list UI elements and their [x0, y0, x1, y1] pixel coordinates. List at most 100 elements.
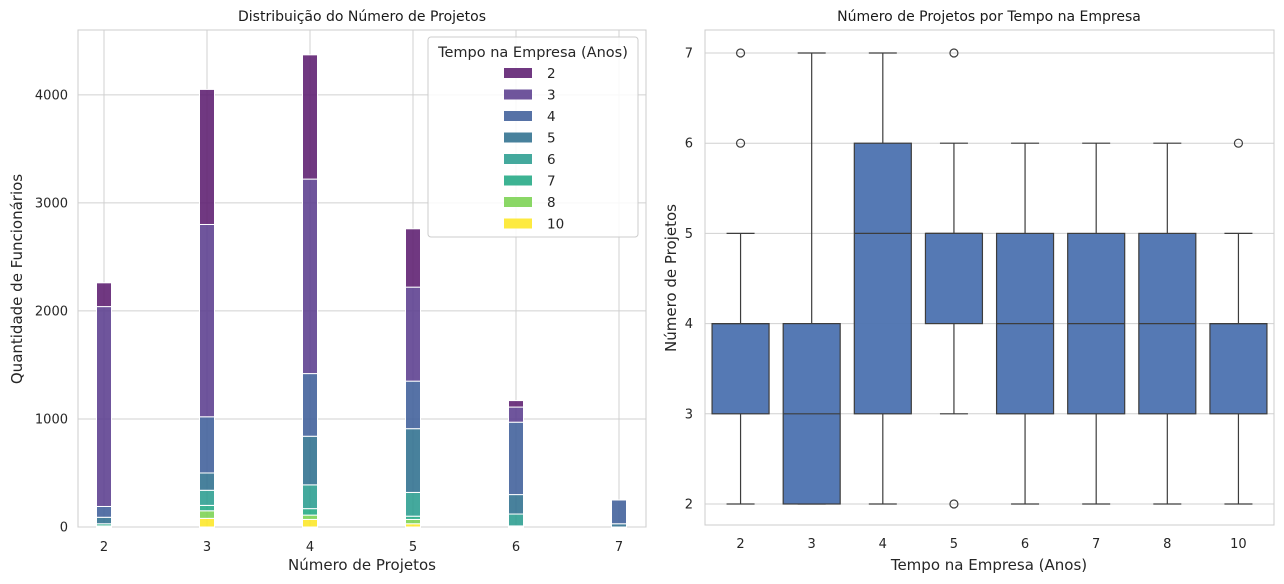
- left-y-tick-label: 4000: [35, 88, 68, 103]
- left-x-tick-label: 4: [306, 540, 314, 555]
- left-x-tick-label: 7: [615, 540, 623, 555]
- bar-segment-5-anos: [405, 428, 421, 493]
- bar-segment-6-anos: [508, 513, 524, 527]
- outlier-point: [949, 48, 959, 58]
- legend-swatch-4: [504, 111, 532, 121]
- right-y-tick-label: 6: [685, 137, 693, 152]
- bar-segment-2-anos: [96, 282, 112, 308]
- right-x-tick-label: 3: [808, 537, 816, 552]
- bar-segment-3-anos: [302, 178, 318, 375]
- outlier-point: [1233, 138, 1244, 148]
- right-x-tick-label: 4: [879, 537, 887, 552]
- legend-swatch-3: [504, 89, 532, 100]
- bar-segment-2-anos: [405, 228, 421, 288]
- box-iqr: [853, 142, 912, 415]
- bar-segment-6-anos: [302, 484, 318, 510]
- left-y-axis-label: Quantidade de Funcionários: [8, 174, 26, 384]
- legend-label-6: 6: [547, 152, 556, 168]
- box-iqr: [924, 232, 984, 325]
- left-y-ticks: 0 1000 2000 3000 4000: [35, 88, 68, 535]
- bar-segment-4-anos: [611, 499, 627, 525]
- bar-segment-2-anos: [199, 88, 215, 225]
- bar-segment-4-anos: [508, 421, 524, 496]
- box-3-anos: [782, 52, 841, 505]
- left-y-tick-label: 3000: [35, 196, 68, 211]
- box-7-anos: [1067, 142, 1126, 505]
- bar-segment-6-anos: [199, 489, 215, 506]
- right-x-tick-label: 8: [1163, 537, 1171, 552]
- legend-swatch-6: [504, 154, 532, 164]
- right-x-tick-label: 2: [736, 537, 744, 552]
- left-x-tick-label: 2: [100, 540, 108, 555]
- box-iqr: [711, 323, 770, 415]
- legend-label-2: 2: [547, 66, 556, 82]
- right-y-tick-label: 5: [685, 227, 693, 242]
- bar-segment-5-anos: [508, 494, 524, 515]
- left-bars: [96, 54, 627, 528]
- legend-label-5: 5: [547, 131, 556, 147]
- legend-items: 2 3 4 5 6 7 8 10: [504, 66, 564, 233]
- bar-segment-10-anos: [199, 517, 215, 528]
- right-boxplot-chart: 2 3 4 5 6 7 2 3 4 5 6 7 8 10 Número de Projetos por …: [662, 9, 1275, 574]
- legend-swatch-10: [504, 218, 532, 229]
- left-x-axis-label: Número de Projetos: [288, 556, 436, 574]
- right-y-ticks: 2 3 4 5 6 7: [685, 47, 693, 513]
- bar-segment-4-anos: [199, 416, 215, 474]
- legend-swatch-2: [504, 68, 532, 78]
- bar-segment-8-anos: [405, 518, 421, 525]
- right-y-axis-label: Número de Projetos: [662, 204, 680, 352]
- bar-segment-5-anos: [96, 516, 112, 525]
- box-iqr: [1209, 323, 1268, 415]
- bar-segment-3-anos: [199, 223, 215, 418]
- bar-segment-5-anos: [302, 435, 318, 486]
- box-6-anos: [995, 142, 1055, 505]
- bar-segment-3-anos: [508, 406, 524, 423]
- bar-segment-3-anos: [96, 306, 112, 507]
- bar-segment-2-anos: [302, 54, 318, 180]
- box-8-anos: [1138, 142, 1197, 505]
- left-histogram-chart: 0 1000 2000 3000 4000 2 3 4 5 6 7 Distribuição do…: [8, 9, 647, 574]
- bar-segment-5-anos: [199, 472, 215, 491]
- right-x-tick-label: 7: [1092, 537, 1100, 552]
- right-y-tick-label: 7: [685, 47, 693, 62]
- outlier-point: [735, 48, 746, 58]
- legend-swatch-7: [504, 175, 532, 186]
- box-5-anos: [924, 48, 984, 509]
- bar-segment-6-anos: [405, 491, 421, 517]
- bar-segment-8-anos: [199, 510, 215, 519]
- right-x-tick-label: 5: [950, 537, 958, 552]
- right-y-tick-label: 4: [685, 317, 693, 332]
- right-y-tick-label: 3: [685, 407, 693, 422]
- left-chart-title: Distribuição do Número de Projetos: [238, 9, 486, 25]
- bar-segment-8-anos: [302, 514, 318, 520]
- bar-segment-3-anos: [405, 286, 421, 382]
- bar-segment-4-anos: [405, 380, 421, 430]
- right-x-ticks: 2 3 4 5 6 7 8 10: [736, 537, 1246, 552]
- legend-title: Tempo na Empresa (Anos): [437, 45, 628, 61]
- right-x-axis-label: Tempo na Empresa (Anos): [890, 556, 1087, 574]
- legend: Tempo na Empresa (Anos) 2 3 4 5 6 7 8 10: [427, 36, 639, 238]
- box-4-anos: [853, 52, 912, 505]
- left-y-tick-label: 1000: [35, 412, 68, 427]
- bar-segment-7-anos: [199, 504, 215, 512]
- bar-segment-4-anos: [96, 505, 112, 518]
- legend-box: [427, 36, 639, 238]
- legend-swatch-8: [504, 197, 532, 207]
- box-10-anos: [1209, 138, 1268, 505]
- bar-segment-4-anos: [302, 373, 318, 437]
- left-x-tick-label: 3: [203, 540, 211, 555]
- left-x-ticks: 2 3 4 5 6 7: [100, 540, 623, 555]
- left-y-tick-label: 0: [60, 521, 68, 536]
- outlier-point: [949, 499, 959, 509]
- left-x-tick-label: 6: [512, 540, 520, 555]
- bar-segment-10-anos: [302, 518, 318, 528]
- legend-label-4: 4: [547, 109, 556, 125]
- right-x-tick-label: 6: [1021, 537, 1029, 552]
- legend-label-3: 3: [547, 88, 556, 104]
- left-x-tick-label: 5: [409, 540, 417, 555]
- legend-swatch-5: [504, 132, 532, 143]
- right-y-tick-label: 2: [685, 498, 693, 513]
- left-y-tick-label: 2000: [35, 304, 68, 319]
- right-x-tick-label: 10: [1230, 537, 1247, 552]
